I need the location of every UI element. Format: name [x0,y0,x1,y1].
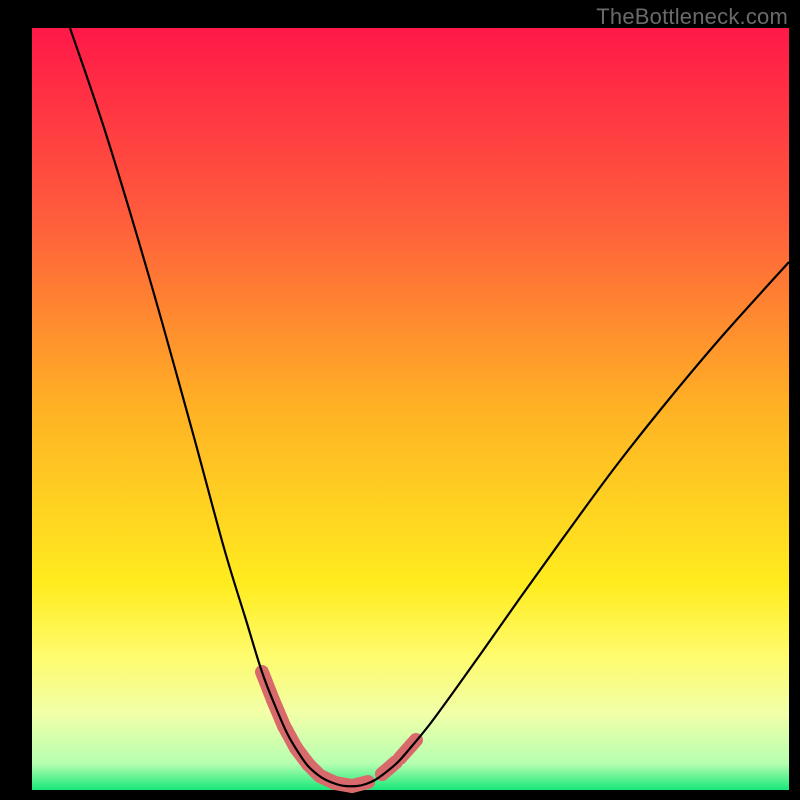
plot-area [32,28,789,790]
stage: TheBottleneck.com [0,0,800,800]
watermark-text: TheBottleneck.com [596,4,788,30]
